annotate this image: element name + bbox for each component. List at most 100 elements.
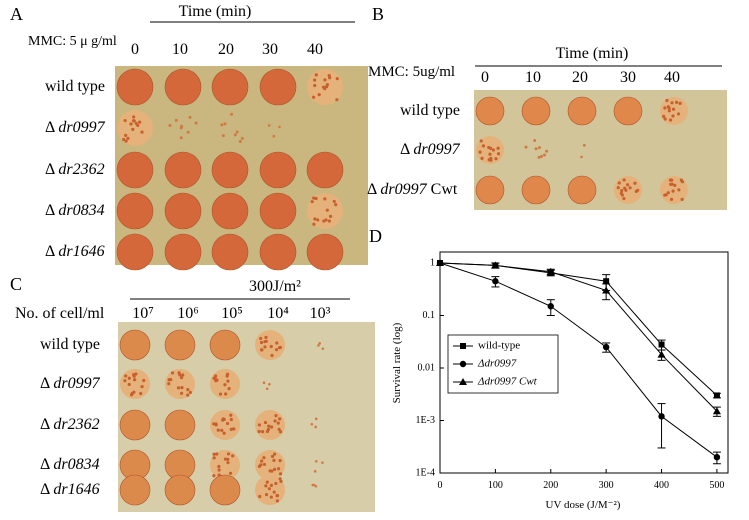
- y-tick-label: 0.1: [423, 310, 436, 321]
- colony-dot: [480, 156, 484, 160]
- row-label-part: Δ: [367, 181, 380, 198]
- column-label: 0: [481, 69, 489, 86]
- colony-dot: [680, 197, 684, 202]
- colony-dot: [264, 335, 268, 339]
- colony-dot: [491, 148, 496, 152]
- row-label: Δ dr0997: [40, 375, 101, 392]
- row-label: Δ dr2362: [40, 416, 100, 433]
- row-label-part: Δ: [400, 141, 413, 158]
- row-label-part: dr1646: [58, 243, 104, 260]
- colony-dot: [310, 422, 314, 426]
- colony-dot: [626, 183, 630, 187]
- data-point: [436, 259, 444, 266]
- colony-dot: [666, 191, 670, 195]
- row-label: Δ dr0834: [40, 456, 100, 473]
- colony-dot: [313, 83, 317, 88]
- column-label: 10⁷: [132, 305, 154, 322]
- colony-dot: [180, 386, 184, 390]
- colony-dot: [317, 344, 320, 347]
- colony-dot: [270, 454, 275, 459]
- colony-dot: [273, 452, 277, 456]
- colony-dot: [533, 138, 537, 142]
- colony-dot: [268, 382, 271, 386]
- colony-spot: [119, 474, 151, 506]
- colony-dot: [142, 378, 146, 383]
- colony-dot: [267, 124, 271, 127]
- colony-dot: [677, 188, 681, 192]
- colony-dot: [279, 479, 283, 483]
- colony-dot: [311, 483, 315, 487]
- colony-dot: [620, 188, 624, 193]
- colony-dot: [315, 459, 318, 463]
- colony-dot: [272, 458, 276, 463]
- colony-dot: [232, 427, 236, 431]
- row-label-part: dr0997: [58, 119, 105, 136]
- colony-spot: [165, 369, 195, 399]
- colony-dot: [278, 458, 282, 463]
- colony-dot: [167, 378, 171, 382]
- colony-dot: [267, 487, 271, 491]
- colony-spot: [209, 474, 241, 506]
- y-tick-label: 1: [430, 257, 435, 268]
- time-title: Time (min): [556, 45, 629, 62]
- colony-dot: [214, 422, 218, 426]
- colony-dot: [212, 422, 216, 426]
- colony-dot: [335, 77, 339, 81]
- row-label-part: Cwt: [427, 181, 458, 198]
- colony-dot: [216, 428, 220, 432]
- colony-dot: [313, 217, 317, 221]
- colony-spot: [164, 151, 202, 189]
- colony-spot: [116, 68, 154, 106]
- row-label: Δ dr0997 Cwt: [367, 181, 458, 198]
- colony-spot: [210, 450, 240, 480]
- x-tick-label: 400: [654, 480, 669, 491]
- column-label: 10³: [310, 305, 331, 322]
- colony-dot: [221, 134, 225, 138]
- colony-dot: [270, 353, 274, 358]
- colony-dot: [265, 387, 269, 391]
- colony-dot: [545, 149, 549, 153]
- colony-spot: [211, 233, 249, 271]
- row-label: wild type: [400, 102, 460, 119]
- colony-spot: [164, 474, 196, 506]
- series-line: [439, 262, 718, 458]
- colony-dot: [222, 431, 226, 435]
- data-point: [713, 392, 720, 399]
- colony-spot: [117, 110, 153, 146]
- colony-dot: [314, 73, 318, 77]
- colony-dot: [260, 348, 264, 352]
- treatment: 300J/m²: [249, 278, 301, 295]
- colony-dot: [127, 382, 131, 387]
- colony-spot: [164, 192, 202, 230]
- colony-spot: [120, 369, 150, 399]
- colony-dot: [675, 100, 679, 104]
- x-tick-label: 0: [438, 480, 443, 491]
- colony-dot: [633, 181, 637, 185]
- colony-dot: [132, 119, 136, 123]
- colony-dot: [262, 462, 267, 467]
- colony-dot: [665, 98, 669, 103]
- colony-spot: [164, 329, 196, 361]
- row-label-part: dr0997: [53, 375, 100, 392]
- y-tick-label: 0.01: [418, 362, 436, 373]
- colony-dot: [278, 345, 282, 350]
- row-label-part: wild type: [40, 336, 100, 353]
- colony-dot: [225, 374, 229, 378]
- colony-dot: [265, 429, 269, 434]
- row-label: Δ dr1646: [45, 243, 105, 260]
- colony-dot: [676, 112, 681, 116]
- row-label-part: Δ: [45, 243, 58, 260]
- colony-dot: [168, 123, 172, 127]
- colony-dot: [524, 145, 528, 149]
- column-label: 20: [572, 69, 588, 86]
- row-label-part: dr0834: [53, 456, 99, 473]
- colony-spot: [164, 233, 202, 271]
- colony-spot: [255, 330, 285, 360]
- colony-dot: [129, 122, 133, 126]
- colony-dot: [272, 134, 276, 138]
- colony-dot: [136, 123, 140, 127]
- colony-spot: [521, 96, 551, 126]
- colony-dot: [228, 471, 233, 475]
- colony-spot: [211, 192, 249, 230]
- row-label-part: dr0997: [380, 181, 427, 198]
